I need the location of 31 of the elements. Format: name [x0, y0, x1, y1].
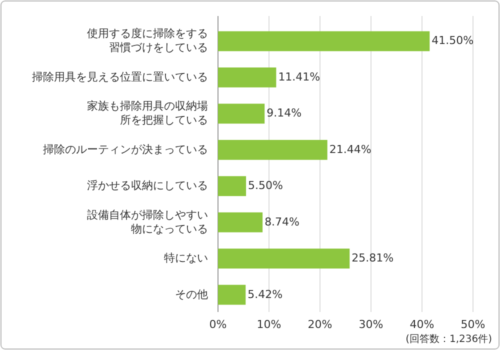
bar	[218, 212, 263, 232]
data-label: 11.41%	[278, 70, 320, 84]
bar	[218, 67, 276, 88]
y-tick-label: 掃除用具を見える位置に置いている	[32, 70, 208, 84]
data-label: 21.44%	[329, 142, 372, 156]
x-tick-label: 10%	[256, 318, 282, 331]
x-tick-label: 0%	[209, 318, 227, 331]
x-tick-label: 40%	[410, 318, 434, 331]
x-tick-label: 50%	[460, 318, 486, 331]
y-tick-label: 設備自体が掃除しやすい物になっている	[87, 208, 208, 236]
x-tick-label: 30%	[358, 318, 384, 331]
bar	[218, 176, 246, 196]
data-label: 9.14%	[266, 106, 302, 120]
y-tick-label: 浮かせる収納にしている	[87, 179, 208, 192]
bar	[218, 248, 350, 269]
y-tick-label: 使用する度に掃除をする習慣づけをしている	[87, 27, 208, 54]
y-tick-label: 掃除のルーティンが決まっている	[43, 142, 208, 156]
bar	[218, 284, 246, 305]
x-tick-label: 20%	[308, 318, 332, 331]
data-label: 5.42%	[248, 288, 283, 301]
data-label: 41.50%	[432, 34, 474, 48]
y-tick-label: 特にない	[164, 252, 208, 265]
data-label: 8.74%	[264, 215, 300, 228]
data-label: 5.50%	[248, 179, 284, 192]
bar	[218, 140, 328, 160]
y-tick-label: その他	[175, 288, 208, 301]
bar	[218, 104, 265, 124]
bar	[218, 31, 430, 52]
data-label: 25.81%	[352, 252, 394, 265]
text: (回答数：1,236件)	[406, 333, 492, 345]
y-tick-label: 家族も掃除用具の収納場所を把握している	[87, 100, 208, 127]
